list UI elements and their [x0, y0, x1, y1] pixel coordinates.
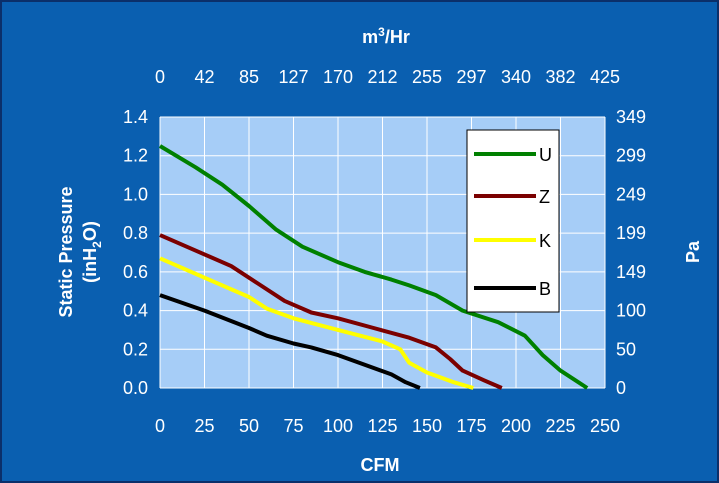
left-tick-label: 1.4 — [123, 107, 148, 127]
left-tick-label: 0.6 — [123, 262, 148, 282]
top-tick-label: 170 — [323, 67, 353, 87]
top-tick-label: 85 — [239, 67, 259, 87]
left-tick-label: 0.0 — [123, 378, 148, 398]
right-tick-label: 199 — [616, 223, 646, 243]
legend: U Z K B — [466, 129, 560, 313]
right-tick-label: 149 — [616, 262, 646, 282]
left-axis-title-sub: 2 — [90, 241, 104, 248]
top-axis-title: m3/Hr — [362, 25, 410, 47]
right-tick-label: 249 — [616, 184, 646, 204]
series-line-b — [159, 293, 421, 390]
legend-box — [466, 129, 560, 313]
series-lines — [158, 144, 589, 390]
right-tick-label: 349 — [616, 107, 646, 127]
legend-label-z: Z — [539, 187, 550, 207]
bottom-tick-label: 225 — [545, 416, 575, 436]
right-tick-label: 50 — [616, 339, 636, 359]
legend-label-b: B — [539, 279, 551, 299]
legend-label-k: K — [539, 231, 551, 251]
left-axis-title-line2: (inH2O) — [80, 221, 104, 283]
top-tick-label: 212 — [367, 67, 397, 87]
right-tick-label: 0 — [616, 378, 626, 398]
top-axis-title-rest: /Hr — [385, 27, 410, 47]
right-tick-label: 100 — [616, 301, 646, 321]
series-line-k — [159, 256, 474, 390]
top-tick-label: 255 — [412, 67, 442, 87]
top-tick-label: 382 — [545, 67, 575, 87]
bottom-tick-label: 200 — [501, 416, 531, 436]
top-tick-label: 42 — [194, 67, 214, 87]
series-line-u — [158, 144, 589, 390]
bottom-tick-label: 25 — [194, 416, 214, 436]
left-axis-title: Static Pressure (inH2O) — [56, 186, 104, 317]
left-tick-label: 0.8 — [123, 223, 148, 243]
bottom-tick-label: 150 — [412, 416, 442, 436]
bottom-tick-label: 250 — [590, 416, 620, 436]
right-axis-ticks: 0 50 100 149 199 249 299 349 — [616, 107, 646, 398]
top-axis-title-base: m — [362, 27, 378, 47]
left-tick-label: 0.4 — [123, 301, 148, 321]
left-axis-title-prefix: (inH — [80, 248, 100, 283]
bottom-tick-label: 100 — [323, 416, 353, 436]
bottom-tick-label: 125 — [367, 416, 397, 436]
bottom-tick-label: 75 — [283, 416, 303, 436]
top-tick-label: 425 — [590, 67, 620, 87]
bottom-tick-label: 175 — [456, 416, 486, 436]
left-axis-title-suffix: O) — [80, 221, 100, 241]
bottom-axis-ticks: 0 25 50 75 100 125 150 175 200 225 250 — [155, 416, 620, 436]
bottom-tick-label: 50 — [239, 416, 259, 436]
top-tick-label: 127 — [278, 67, 308, 87]
right-tick-label: 299 — [616, 146, 646, 166]
bottom-axis-title: CFM — [361, 455, 400, 475]
legend-label-u: U — [539, 145, 552, 165]
left-axis-title-line1: Static Pressure — [56, 186, 76, 317]
top-tick-label: 297 — [456, 67, 486, 87]
left-axis-ticks: 0.0 0.2 0.4 0.6 0.8 1.0 1.2 1.4 — [123, 107, 148, 398]
left-tick-label: 1.0 — [123, 184, 148, 204]
series-line-z — [159, 233, 503, 390]
right-axis-title: Pa — [683, 240, 703, 263]
left-tick-label: 1.2 — [123, 146, 148, 166]
top-axis-ticks: 0 42 85 127 170 212 255 297 340 382 425 — [155, 67, 620, 87]
top-tick-label: 0 — [155, 67, 165, 87]
top-axis-title-sup: 3 — [378, 25, 385, 39]
left-tick-label: 0.2 — [123, 339, 148, 359]
top-tick-label: 340 — [501, 67, 531, 87]
bottom-tick-label: 0 — [155, 416, 165, 436]
